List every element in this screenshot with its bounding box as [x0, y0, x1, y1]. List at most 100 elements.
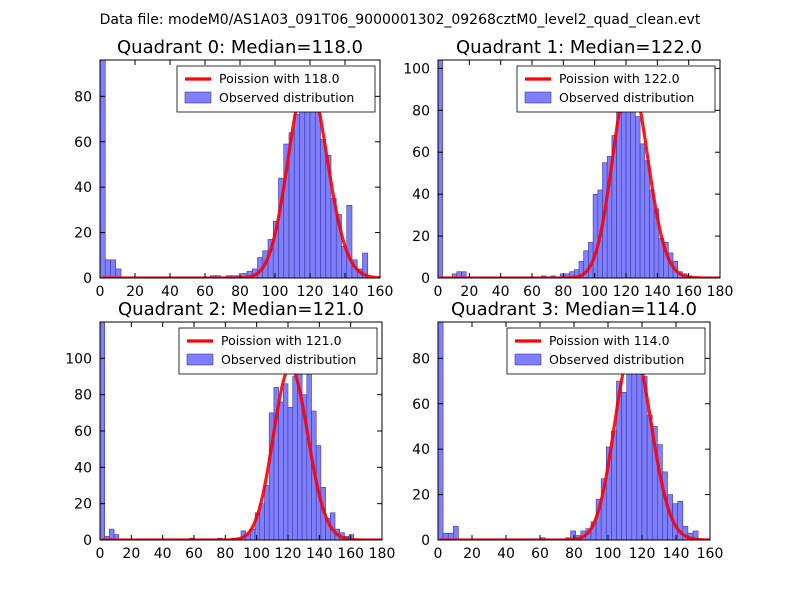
legend-fit-label: Poission with 121.0: [221, 333, 342, 348]
legend-box: [516, 65, 716, 113]
histogram-bar: [692, 530, 699, 540]
histogram-bar: [299, 86, 306, 278]
x-tick-label: 120: [613, 284, 640, 300]
x-tick-label: 60: [185, 546, 203, 562]
x-tick-label: 140: [644, 284, 671, 300]
y-tick-label: 40: [412, 187, 430, 203]
poisson-fit-line: [101, 365, 382, 540]
histogram-bar: [461, 271, 467, 278]
y-tick-label: 80: [412, 351, 430, 367]
x-tick-label: 180: [707, 284, 734, 300]
y-tick-label: 20: [412, 488, 430, 504]
panel-quadrant-3: 0 20 40 60 80 100 120 140 160 0 20 40 60 80 Quadrant 3…: [412, 299, 723, 562]
histogram-bar: [278, 401, 284, 540]
legend-bar-swatch: [186, 353, 214, 366]
y-tick-label: 0: [83, 271, 92, 287]
legend: Poission with 114.0 Observed distribution: [506, 327, 706, 375]
legend-bar-label: Observed distribution: [549, 352, 684, 367]
panel-quadrant-0: 0 20 40 60 80 100 120 140 160 0 20 40 60 80 Quadrant 0…: [74, 37, 393, 300]
panel-title: Quadrant 1: Median=122.0: [456, 37, 702, 58]
histogram-bar: [264, 485, 270, 540]
x-tick-label: 0: [434, 284, 443, 300]
y-tick-label: 0: [421, 533, 430, 549]
x-tick-label: 100: [595, 546, 622, 562]
panel-quadrant-2: 0 20 40 60 80 100 120 140 160 180 0 20 40 60 80 100 Quad…: [65, 299, 395, 562]
panel-title: Quadrant 3: Median=114.0: [451, 299, 697, 320]
histogram-bar: [320, 139, 327, 278]
y-tick-label: 100: [403, 61, 430, 77]
panel-title: Quadrant 0: Median=118.0: [117, 37, 363, 58]
y-tick-label: 0: [83, 533, 92, 549]
histogram-bar: [109, 528, 115, 540]
histogram-bar: [314, 102, 321, 278]
legend-bar-label: Observed distribution: [221, 352, 356, 367]
y-tick-label: 100: [65, 351, 92, 367]
histogram-bar: [626, 353, 633, 540]
legend-box: [506, 327, 706, 375]
legend: Poission with 118.0 Observed distribution: [176, 65, 376, 113]
x-tick-label: 140: [332, 284, 359, 300]
histogram-bar: [104, 259, 111, 278]
y-tick-label: 0: [421, 271, 430, 287]
histogram-bar: [644, 160, 650, 278]
histogram-bar: [639, 143, 646, 278]
poisson-fit-line: [439, 345, 710, 540]
x-tick-label: 40: [497, 546, 515, 562]
histogram-bar: [292, 376, 298, 540]
histogram-bars: [438, 322, 699, 540]
panel-quadrant-1: 0 20 40 60 80 100 120 140 160 180 0 20 40 60 80 100 Quad…: [403, 37, 733, 300]
y-tick-label: 60: [412, 145, 430, 161]
legend-bar-swatch: [514, 353, 542, 366]
legend-fit-label: Poission with 118.0: [219, 71, 340, 86]
x-tick-label: 120: [275, 546, 302, 562]
x-tick-label: 160: [697, 546, 724, 562]
x-tick-label: 0: [96, 546, 105, 562]
histogram-bar: [293, 114, 300, 278]
y-tick-label: 20: [412, 229, 430, 245]
legend-bar-swatch: [524, 91, 552, 104]
histogram-bar: [287, 407, 293, 540]
x-tick-label: 80: [216, 546, 234, 562]
x-tick-label: 20: [460, 284, 478, 300]
histogram-bar: [621, 392, 627, 540]
histogram-bar: [438, 322, 444, 540]
histogram-bar: [635, 116, 641, 278]
y-tick-label: 60: [74, 135, 92, 151]
histogram-bar: [636, 362, 643, 540]
histogram-bar: [438, 60, 443, 278]
legend-box: [178, 327, 378, 375]
x-tick-label: 80: [231, 284, 249, 300]
y-tick-label: 40: [412, 442, 430, 458]
x-tick-label: 0: [96, 284, 105, 300]
x-tick-label: 20: [463, 546, 481, 562]
x-tick-label: 180: [369, 546, 396, 562]
x-tick-label: 160: [675, 284, 702, 300]
x-tick-label: 160: [367, 284, 394, 300]
figure-suptitle: Data file: modeM0/AS1A03_091T06_90000013…: [100, 12, 701, 28]
x-tick-label: 0: [434, 546, 443, 562]
legend-bar-label: Observed distribution: [559, 90, 694, 105]
histogram-bar: [452, 526, 459, 540]
histogram-bar: [282, 383, 289, 540]
legend-bar-label: Observed distribution: [219, 90, 354, 105]
panel-title: Quadrant 2: Median=121.0: [118, 299, 364, 320]
y-tick-label: 80: [74, 388, 92, 404]
histogram-bar: [677, 501, 684, 540]
y-tick-label: 40: [74, 460, 92, 476]
x-tick-label: 100: [243, 546, 270, 562]
x-tick-label: 100: [262, 284, 289, 300]
histogram-bar: [110, 259, 117, 278]
legend-fit-label: Poission with 114.0: [549, 333, 670, 348]
x-tick-label: 40: [154, 546, 172, 562]
x-tick-label: 20: [122, 546, 140, 562]
y-tick-label: 20: [74, 497, 92, 513]
x-tick-label: 20: [126, 284, 144, 300]
y-tick-label: 40: [74, 180, 92, 196]
y-tick-label: 80: [74, 89, 92, 105]
x-tick-label: 40: [492, 284, 510, 300]
x-tick-label: 40: [161, 284, 179, 300]
y-tick-label: 60: [74, 424, 92, 440]
y-tick-label: 60: [412, 397, 430, 413]
legend: Poission with 121.0 Observed distribution: [178, 327, 378, 375]
histogram-bar: [630, 95, 636, 278]
